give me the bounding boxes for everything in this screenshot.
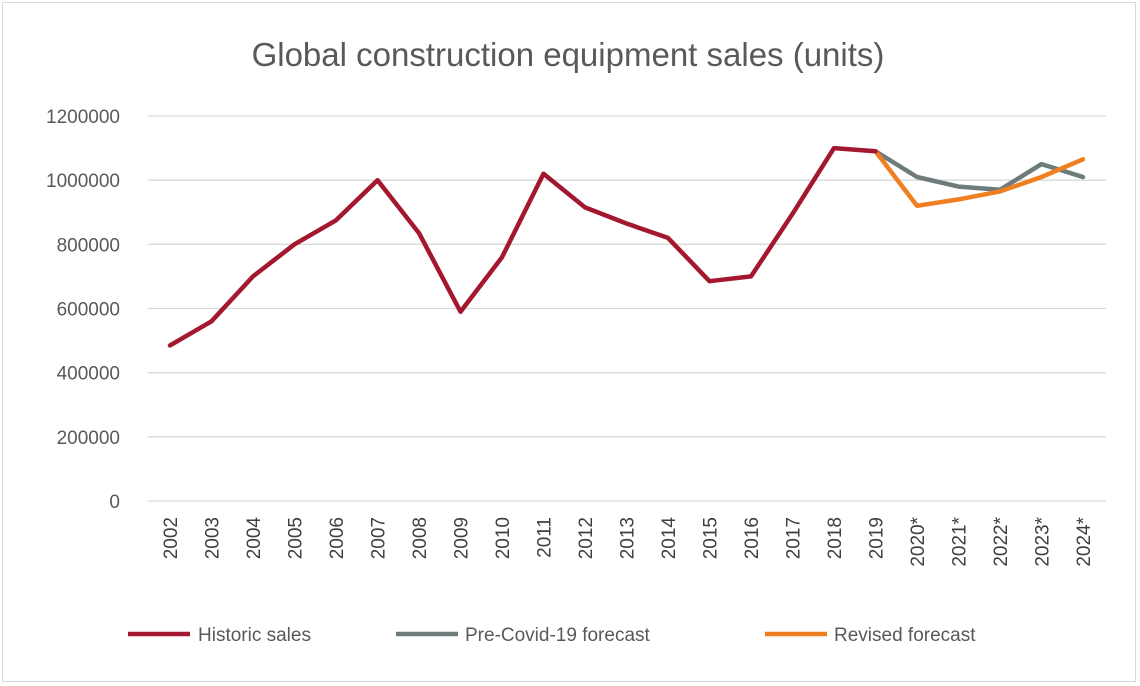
legend: Historic sales Pre-Covid-19 forecast Revis… bbox=[128, 625, 976, 646]
series-line-pre-covid-19-forecast bbox=[873, 149, 1086, 193]
y-tick-label: 0 bbox=[109, 492, 120, 513]
x-tick-label: 2009 bbox=[452, 517, 473, 559]
x-tick-label: 2014 bbox=[659, 517, 680, 560]
x-tick-label: 2020* bbox=[908, 516, 929, 566]
chart-title: Global construction equipment sales (uni… bbox=[252, 36, 885, 73]
y-tick-label: 200000 bbox=[57, 428, 120, 449]
x-tick-label: 2002 bbox=[161, 517, 182, 559]
x-tick-label: 2016 bbox=[742, 517, 763, 559]
y-tick-label: 1000000 bbox=[46, 171, 120, 192]
y-tick-label: 400000 bbox=[57, 364, 120, 385]
y-tick-label: 800000 bbox=[57, 235, 120, 256]
x-tick-label: 2024* bbox=[1074, 516, 1095, 566]
x-tick-label: 2023* bbox=[1033, 516, 1054, 566]
legend-label-pre-covid-19-forecast: Pre-Covid-19 forecast bbox=[465, 625, 651, 646]
y-tick-label: 1200000 bbox=[46, 107, 120, 128]
x-tick-label: 2011 bbox=[535, 517, 556, 558]
x-tick-label: 2008 bbox=[410, 517, 431, 559]
x-tick-label: 2007 bbox=[369, 517, 390, 559]
series-line-historic-sales bbox=[167, 145, 878, 348]
x-tick-label: 2017 bbox=[784, 517, 805, 559]
x-axis-ticks: 2002 2003 2004 2005 2006 2007 2008 2009 2010 2011… bbox=[161, 516, 1095, 566]
x-tick-label: 2018 bbox=[825, 517, 846, 559]
x-tick-label: 2015 bbox=[701, 517, 722, 559]
x-tick-label: 2010 bbox=[493, 517, 514, 559]
x-tick-label: 2013 bbox=[618, 517, 639, 559]
x-tick-label: 2005 bbox=[286, 517, 307, 559]
series-lines bbox=[167, 145, 1086, 348]
x-tick-label: 2021* bbox=[950, 516, 971, 566]
x-tick-label: 2004 bbox=[244, 517, 265, 560]
legend-label-revised-forecast: Revised forecast bbox=[834, 625, 976, 646]
series-line-revised-forecast bbox=[873, 149, 1086, 209]
x-tick-label: 2019 bbox=[867, 517, 888, 559]
x-tick-label: 2012 bbox=[576, 517, 597, 559]
y-tick-label: 600000 bbox=[57, 300, 120, 321]
x-tick-label: 2022* bbox=[991, 516, 1012, 566]
x-tick-label: 2003 bbox=[203, 517, 224, 559]
gridlines bbox=[148, 115, 1106, 502]
legend-label-historic-sales: Historic sales bbox=[198, 625, 311, 646]
y-axis-ticks: 0 200000 400000 600000 800000 1000000 1200000 bbox=[46, 107, 120, 513]
x-tick-label: 2006 bbox=[327, 517, 348, 559]
